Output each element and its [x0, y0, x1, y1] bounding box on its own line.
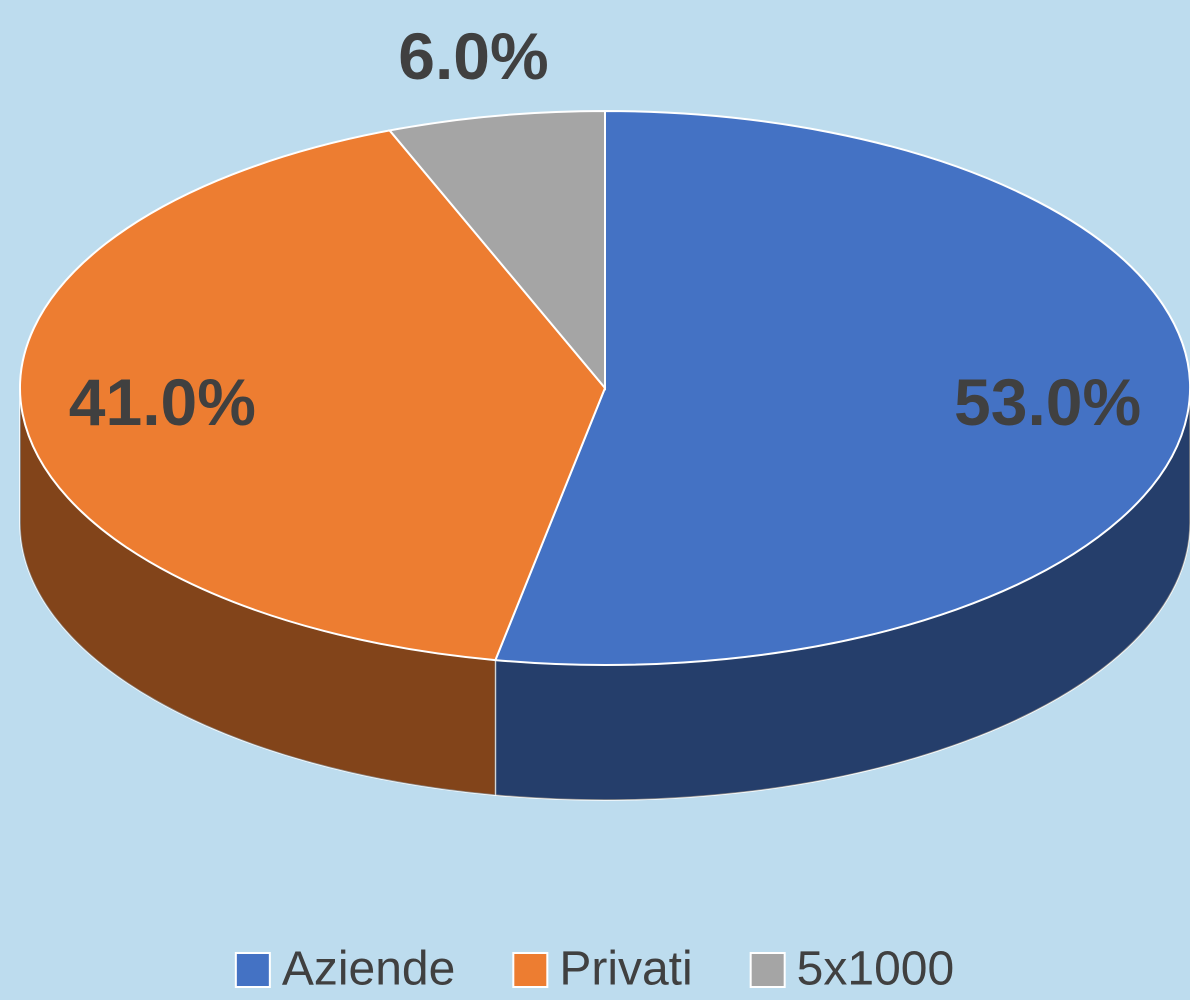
value-label: 6.0%: [398, 19, 548, 93]
legend-swatch: [749, 952, 786, 988]
pie-side-shade: [20, 388, 496, 796]
legend-label: Privati: [559, 943, 692, 996]
pie-sides: [19, 387, 1190, 801]
legend-label: 5x1000: [797, 943, 954, 996]
legend-swatch: [512, 952, 549, 988]
value-labels: 53.0% 41.0% 6.0%: [69, 19, 1141, 439]
legend-item: 5x1000: [749, 943, 954, 996]
pie-slice: [387, 109, 606, 391]
legend: Aziende Privati 5x1000: [234, 943, 954, 996]
legend-item: Privati: [512, 943, 693, 996]
legend-item: Aziende: [234, 943, 455, 996]
pie-side-shade: [495, 388, 1190, 800]
pie-tops: [19, 109, 1190, 666]
legend-swatch: [234, 952, 271, 988]
pie-slice: [493, 109, 1190, 666]
value-label: 53.0%: [954, 365, 1141, 439]
value-label: 41.0%: [69, 365, 256, 439]
pie-slice: [19, 129, 607, 662]
legend-label: Aziende: [282, 943, 455, 996]
